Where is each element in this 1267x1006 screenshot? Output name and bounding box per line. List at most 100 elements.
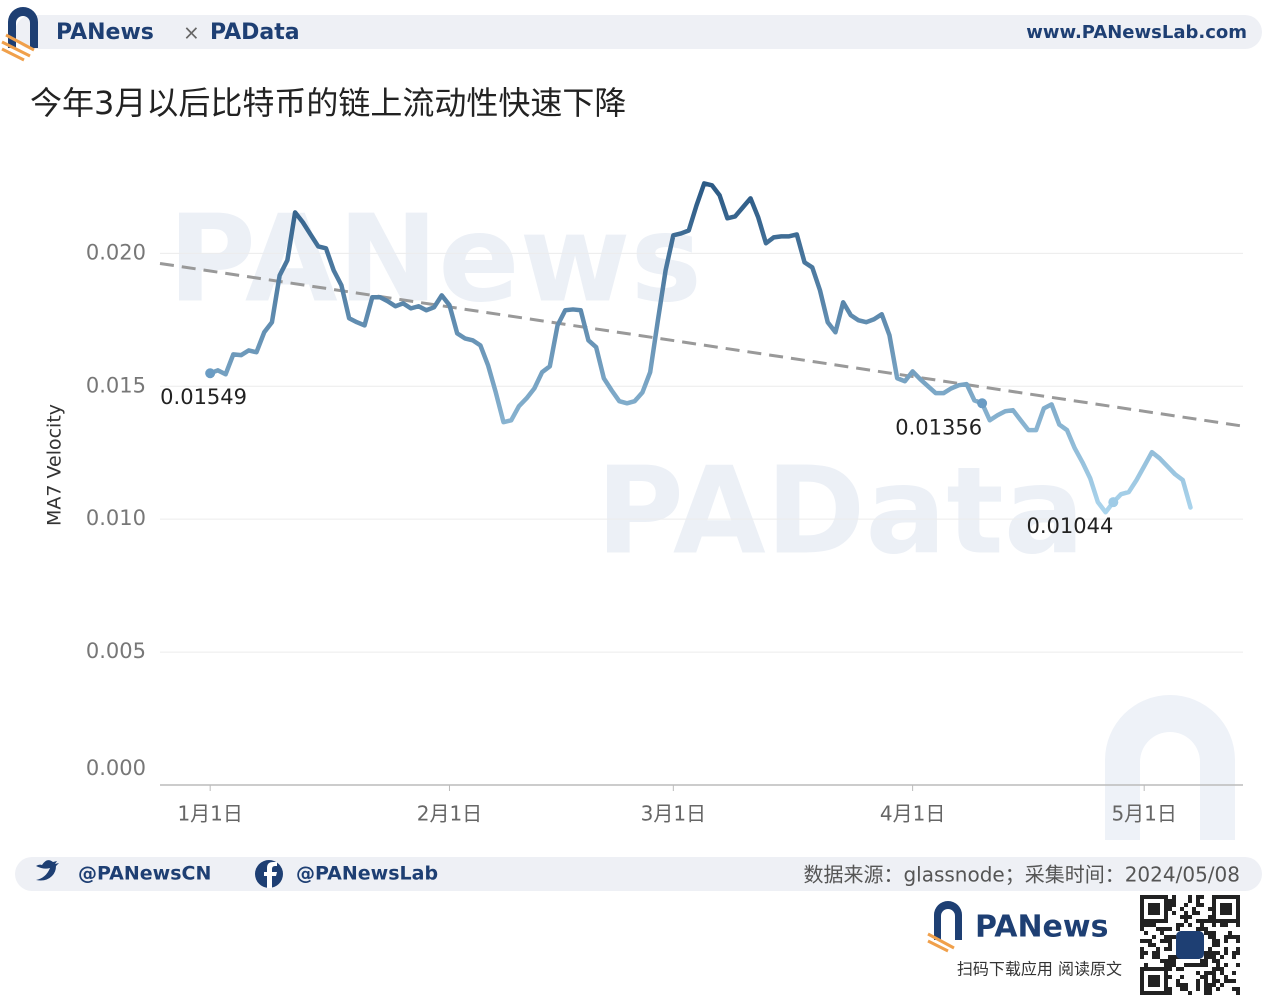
- qr-module: [1156, 947, 1160, 951]
- qr-module: [1164, 959, 1168, 963]
- qr-module: [1152, 907, 1156, 911]
- qr-module: [1152, 983, 1156, 987]
- facebook-handle: @PANewsLab: [296, 863, 438, 885]
- qr-module: [1228, 911, 1232, 915]
- qr-module: [1212, 911, 1216, 915]
- data-line: [207, 181, 1193, 515]
- qr-module: [1140, 991, 1144, 995]
- qr-module: [1204, 959, 1208, 963]
- qr-module: [1168, 927, 1172, 931]
- qr-module: [1224, 923, 1228, 927]
- y-tick-label: 0.020: [86, 240, 146, 264]
- qr-module: [1228, 931, 1232, 935]
- qr-module: [1180, 975, 1184, 979]
- qr-module: [1220, 919, 1224, 923]
- data-label: 0.01549: [160, 385, 247, 409]
- qr-module: [1148, 919, 1152, 923]
- qr-module: [1152, 975, 1156, 979]
- brand-panews: PANews: [56, 20, 154, 45]
- y-tick-label: 0.015: [86, 373, 146, 397]
- qr-module: [1148, 967, 1152, 971]
- qr-module: [1148, 895, 1152, 899]
- qr-module: [1204, 975, 1208, 979]
- qr-module: [1188, 963, 1192, 967]
- qr-module: [1196, 987, 1200, 991]
- qr-module: [1232, 979, 1236, 983]
- qr-module: [1200, 895, 1204, 899]
- qr-module: [1176, 927, 1180, 931]
- qr-module: [1140, 927, 1144, 931]
- qr-module: [1168, 943, 1172, 947]
- x-tick-label: 2月1日: [417, 802, 482, 826]
- qr-module: [1208, 919, 1212, 923]
- qr-module: [1152, 979, 1156, 983]
- qr-module: [1224, 979, 1228, 983]
- qr-module: [1180, 923, 1184, 927]
- qr-module: [1236, 907, 1240, 911]
- qr-module: [1180, 987, 1184, 991]
- x-tick-label: 5月1日: [1111, 802, 1176, 826]
- qr-module: [1212, 895, 1216, 899]
- qr-module: [1148, 903, 1152, 907]
- qr-module: [1164, 899, 1168, 903]
- qr-module: [1236, 903, 1240, 907]
- qr-module: [1140, 899, 1144, 903]
- qr-module: [1160, 895, 1164, 899]
- qr-module: [1156, 911, 1160, 915]
- qr-module: [1140, 979, 1144, 983]
- point-marker: [977, 398, 988, 409]
- qr-module: [1164, 975, 1168, 979]
- qr-module: [1212, 951, 1216, 955]
- qr-module: [1204, 919, 1208, 923]
- qr-module: [1148, 943, 1152, 947]
- qr-module: [1164, 907, 1168, 911]
- brand-times: ×: [183, 21, 200, 45]
- qr-module: [1224, 903, 1228, 907]
- qr-module: [1236, 951, 1240, 955]
- qr-module: [1236, 963, 1240, 967]
- qr-module: [1228, 919, 1232, 923]
- qr-module: [1152, 955, 1156, 959]
- qr-module: [1160, 991, 1164, 995]
- qr-module: [1220, 983, 1224, 987]
- qr-module: [1140, 911, 1144, 915]
- qr-module: [1212, 975, 1216, 979]
- qr-module: [1144, 895, 1148, 899]
- qr-module: [1160, 919, 1164, 923]
- qr-module: [1200, 927, 1204, 931]
- qr-module: [1188, 899, 1192, 903]
- qr-module: [1236, 915, 1240, 919]
- qr-module: [1164, 935, 1168, 939]
- qr-module: [1152, 911, 1156, 915]
- qr-module: [1236, 911, 1240, 915]
- qr-module: [1156, 895, 1160, 899]
- qr-module: [1156, 991, 1160, 995]
- qr-module: [1224, 947, 1228, 951]
- qr-module: [1212, 915, 1216, 919]
- qr-module: [1148, 979, 1152, 983]
- qr-module: [1216, 979, 1220, 983]
- qr-module: [1196, 963, 1200, 967]
- app-brand: PANews: [975, 910, 1108, 945]
- qr-module: [1224, 975, 1228, 979]
- brand-padata: PAData: [210, 20, 300, 45]
- qr-module: [1168, 963, 1172, 967]
- qr-module: [1156, 951, 1160, 955]
- qr-module: [1140, 915, 1144, 919]
- qr-module: [1228, 935, 1232, 939]
- qr-module: [1164, 991, 1168, 995]
- qr-module: [1216, 919, 1220, 923]
- qr-module: [1212, 931, 1216, 935]
- logo-icon: [1, 7, 38, 62]
- qr-module: [1200, 959, 1204, 963]
- qr-module: [1216, 963, 1220, 967]
- qr-code: [1140, 895, 1240, 995]
- qr-module: [1140, 971, 1144, 975]
- qr-module: [1196, 911, 1200, 915]
- qr-module: [1224, 919, 1228, 923]
- qr-module: [1168, 899, 1172, 903]
- data-label: 0.01356: [895, 415, 982, 439]
- qr-module: [1140, 939, 1144, 943]
- qr-module: [1216, 895, 1220, 899]
